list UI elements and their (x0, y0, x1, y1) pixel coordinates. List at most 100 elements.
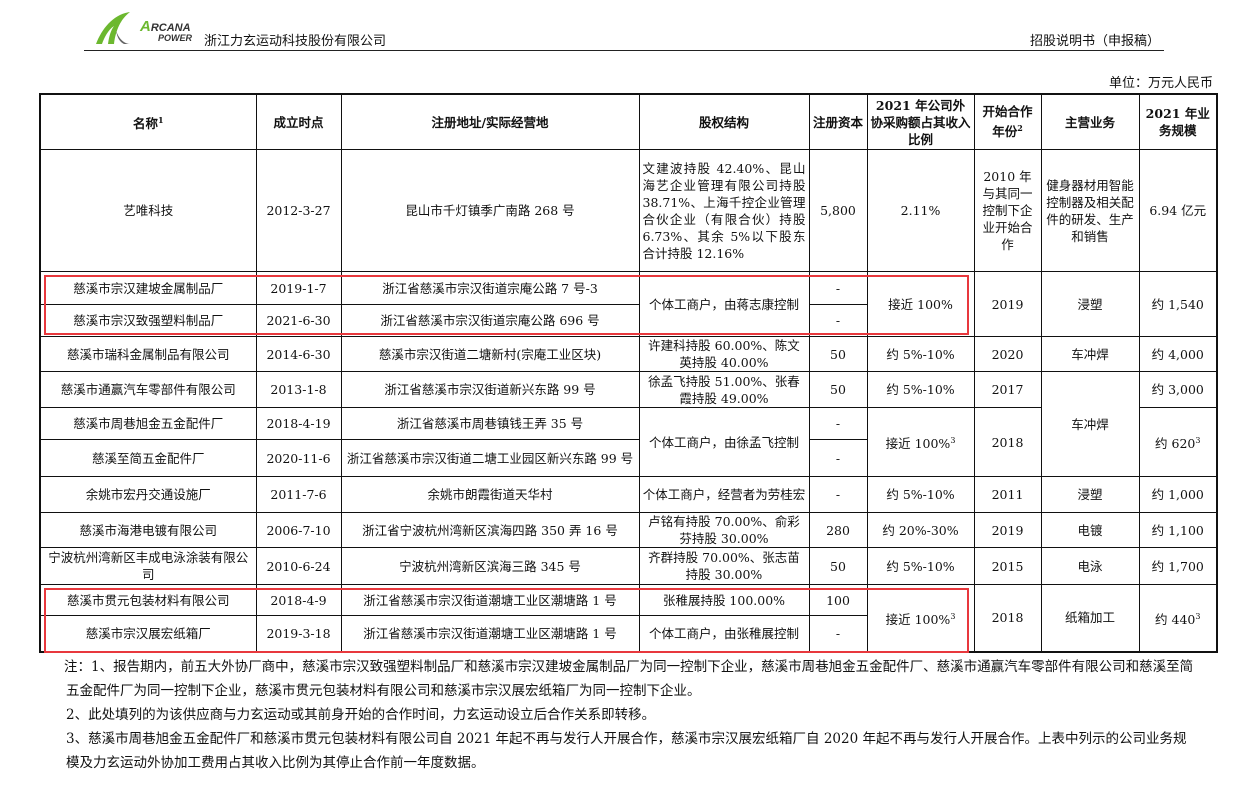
cell-capital: 280 (808, 512, 868, 548)
cell-ratio: 约 5%-10% (866, 371, 975, 408)
cell-capital: 50 (808, 371, 868, 408)
cell-date: 2010-6-24 (255, 547, 342, 585)
cell-ratio: 约 5%-10% (866, 476, 975, 513)
cell-address: 浙江省宁波杭州湾新区滨海四路 350 弄 16 号 (340, 512, 640, 548)
cell-address: 浙江省慈溪市宗汉街道潮塘工业区潮塘路 1 号 (340, 584, 640, 616)
footnote: 3、慈溪市周巷旭金五金配件厂和慈溪市贯元包装材料有限公司自 2021 年起不再与… (66, 731, 1187, 771)
table-row: 慈溪市宗汉展宏纸箱厂 2019-3-18 浙江省慈溪市宗汉街道潮塘工业区潮塘路 … (39, 615, 1217, 652)
cell-address: 浙江省慈溪市宗汉街道新兴东路 99 号 (340, 371, 640, 408)
cell-capital: - (808, 407, 868, 440)
cell-capital: 50 (808, 336, 868, 372)
cell-start: 2019 (973, 512, 1042, 548)
cell-equity: 个体工商户，由蒋志康控制 (638, 271, 810, 337)
table-row: 慈溪至简五金配件厂 2020-11-6 浙江省慈溪市宗汉街道二塘工业园区新兴东路… (39, 439, 1217, 477)
cell-capital: 5,800 (808, 149, 868, 272)
cell-business: 电泳 (1040, 547, 1140, 585)
cell-equity: 张稚展持股 100.00% (638, 584, 810, 616)
table-row: 慈溪市通赢汽车零部件有限公司 2013-1-8 浙江省慈溪市宗汉街道新兴东路 9… (39, 371, 1218, 477)
cell-start: 2017 (973, 371, 1042, 408)
cell-scale: 约 1,000 (1138, 476, 1218, 513)
cell-address: 浙江省慈溪市宗汉街道二塘工业园区新兴东路 99 号 (340, 439, 640, 477)
cell-name: 慈溪市瑞科金属制品有限公司 (39, 336, 257, 372)
table-row: 慈溪市贯元包装材料有限公司 2018-4-9 浙江省慈溪市宗汉街道潮塘工业区潮塘… (39, 584, 1218, 652)
unit-label: 单位：万元人民币 (1108, 76, 1213, 91)
cell-name: 慈溪市宗汉建坡金属制品厂 (39, 271, 257, 305)
cell-name: 慈溪市宗汉致强塑料制品厂 (39, 304, 257, 337)
cell-scale: 约 6203 (1138, 407, 1218, 477)
footnote: 2、此处填列的为该供应商与力玄运动或其前身开始的合作时间，力玄运动设立后合作关系… (66, 707, 656, 723)
cell-name: 宁波杭州湾新区丰成电泳涂装有限公司 (39, 547, 257, 585)
col-header: 股权结构 (638, 93, 810, 150)
cell-name: 慈溪市宗汉展宏纸箱厂 (39, 615, 257, 652)
cell-capital: - (808, 271, 868, 305)
cell-start: 2010 年与其同一控制下企业开始合作 (973, 149, 1042, 272)
cell-scale: 约 4403 (1138, 584, 1218, 652)
cell-address: 浙江省慈溪市周巷镇钱王弄 35 号 (340, 407, 640, 440)
cell-business: 车冲焊 (1040, 371, 1140, 477)
cell-ratio: 约 5%-10% (866, 547, 975, 585)
cell-start: 2019 (973, 271, 1042, 337)
cell-equity: 卢铭有持股 70.00%、俞彩芬持股 30.00% (638, 512, 810, 548)
col-header: 2021 年业务规模 (1138, 93, 1218, 150)
cell-equity: 文建波持股 42.40%、昆山海艺企业管理有限公司持股 38.71%、上海千控企… (638, 149, 810, 272)
cell-business: 电镀 (1040, 512, 1140, 548)
col-header: 名称1 (39, 93, 257, 150)
cell-scale: 约 1,100 (1138, 512, 1218, 548)
cell-date: 2019-1-7 (255, 271, 342, 305)
table-row: 慈溪市宗汉建坡金属制品厂 2019-1-7 浙江省慈溪市宗汉街道宗庵公路 7 号… (39, 271, 1218, 337)
page-header: ARCANA POWER 浙江力玄运动科技股份有限公司 招股说明书（申报稿） (84, 8, 1164, 51)
cell-address: 浙江省慈溪市宗汉街道宗庵公路 7 号-3 (340, 271, 640, 305)
cell-scale: 约 4,000 (1138, 336, 1218, 372)
cell-capital: - (808, 476, 868, 513)
cell-address: 慈溪市宗汉街道二塘新村(宗庵工业区块) (340, 336, 640, 372)
cell-scale: 约 1,700 (1138, 547, 1218, 585)
cell-date: 2006-7-10 (255, 512, 342, 548)
cell-start: 2018 (973, 584, 1042, 652)
cell-name: 艺唯科技 (39, 149, 257, 272)
cell-date: 2013-1-8 (255, 371, 342, 408)
col-header: 注册资本 (808, 93, 868, 150)
cell-start: 2018 (973, 407, 1042, 477)
cell-equity: 个体工商户，经营者为劳桂宏 (638, 476, 810, 513)
cell-equity: 许建科持股 60.00%、陈文英持股 40.00% (638, 336, 810, 372)
cell-address: 余姚市朗霞街道天华村 (340, 476, 640, 513)
cell-scale: 约 3,000 (1138, 371, 1218, 408)
table-row: 慈溪市瑞科金属制品有限公司 2014-6-30 慈溪市宗汉街道二塘新村(宗庵工业… (39, 336, 1218, 372)
cell-name: 余姚市宏丹交通设施厂 (39, 476, 257, 513)
col-header: 开始合作年份2 (973, 93, 1042, 150)
cell-capital: - (808, 439, 868, 477)
cell-business: 纸箱加工 (1040, 584, 1140, 652)
cell-address: 浙江省慈溪市宗汉街道宗庵公路 696 号 (340, 304, 640, 337)
arcana-logo-icon (96, 12, 130, 44)
cell-business: 健身器材用智能控制器及相关配件的研发、生产和销售 (1040, 149, 1140, 272)
cell-equity: 个体工商户，由张稚展控制 (638, 615, 810, 652)
cell-capital: 100 (808, 584, 868, 616)
table-row: 宁波杭州湾新区丰成电泳涂装有限公司 2010-6-24 宁波杭州湾新区滨海三路 … (39, 547, 1218, 585)
cell-address: 宁波杭州湾新区滨海三路 345 号 (340, 547, 640, 585)
cell-scale: 约 1,540 (1138, 271, 1218, 337)
cell-equity: 个体工商户，由徐孟飞控制 (638, 407, 810, 477)
col-header: 成立时点 (255, 93, 342, 150)
cell-equity: 齐群持股 70.00%、张志苗持股 30.00% (638, 547, 810, 585)
cell-scale: 6.94 亿元 (1138, 149, 1218, 272)
table-row: 慈溪市宗汉致强塑料制品厂 2021-6-30 浙江省慈溪市宗汉街道宗庵公路 69… (39, 304, 1217, 337)
cell-ratio: 接近 100%3 (866, 584, 975, 652)
cell-start: 2011 (973, 476, 1042, 513)
cell-name: 慈溪至简五金配件厂 (39, 439, 257, 477)
cell-date: 2018-4-19 (255, 407, 342, 440)
brand-wordmark: ARCANA POWER (140, 18, 193, 43)
cell-name: 慈溪市贯元包装材料有限公司 (39, 584, 257, 616)
col-header: 注册地址/实际经营地 (340, 93, 640, 150)
cell-capital: - (808, 615, 868, 652)
col-header: 主营业务 (1040, 93, 1140, 150)
cell-ratio: 2.11% (866, 149, 975, 272)
cell-business: 浸塑 (1040, 271, 1140, 337)
cell-capital: - (808, 304, 868, 337)
company-name: 浙江力玄运动科技股份有限公司 (204, 34, 387, 49)
col-header: 2021 年公司外协采购额占其收入比例 (866, 93, 975, 150)
cell-business: 浸塑 (1040, 476, 1140, 513)
footnotes: 注：1、报告期内，前五大外协厂商中，慈溪市宗汉致强塑料制品厂和慈溪市宗汉建坡金属… (64, 655, 1196, 775)
cell-ratio: 约 20%-30% (866, 512, 975, 548)
cell-address: 昆山市千灯镇季广南路 268 号 (340, 149, 640, 272)
table-row: 慈溪市周巷旭金五金配件厂 2018-4-19 浙江省慈溪市周巷镇钱王弄 35 号… (39, 407, 1218, 477)
